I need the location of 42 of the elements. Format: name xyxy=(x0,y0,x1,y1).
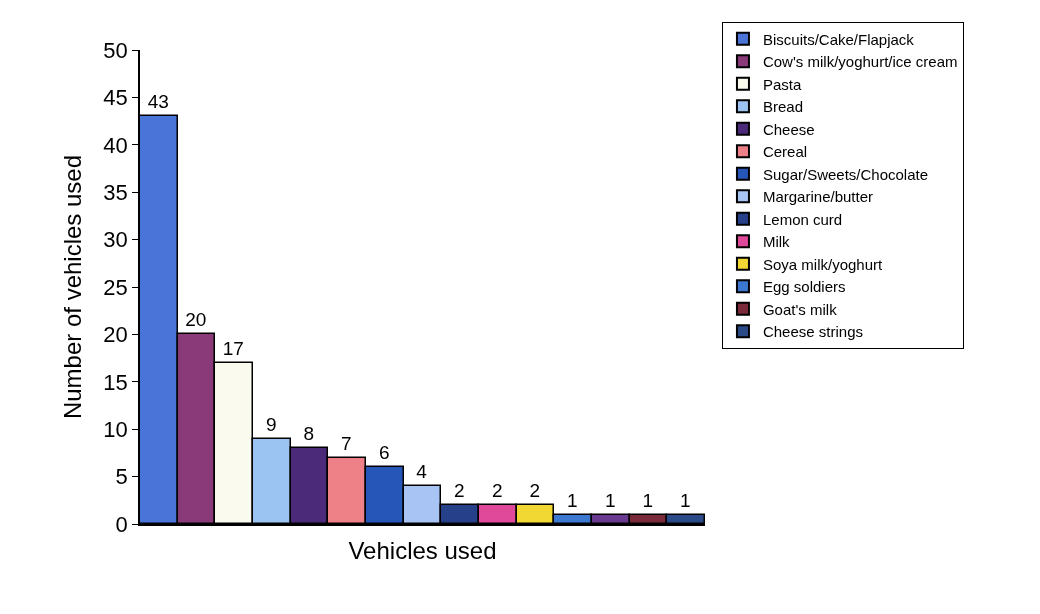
y-tick-label: 35 xyxy=(103,179,128,205)
y-tick-label: 0 xyxy=(115,511,128,537)
data-label: 1 xyxy=(679,490,691,512)
data-label: 1 xyxy=(566,490,578,512)
legend-label: Milk xyxy=(762,233,791,251)
data-label: 8 xyxy=(303,423,315,445)
data-label: 43 xyxy=(147,91,169,113)
y-tick-label: 25 xyxy=(103,274,128,300)
data-label: 1 xyxy=(642,490,654,512)
data-label: 4 xyxy=(416,461,428,483)
legend-label: Cheese xyxy=(762,120,815,138)
legend-label: Cereal xyxy=(762,143,808,161)
y-tick-label: 50 xyxy=(103,37,128,63)
legend-label: Margarine/butter xyxy=(762,188,874,206)
legend-label: Egg soldiers xyxy=(762,278,846,296)
y-tick-label: 20 xyxy=(103,322,128,348)
legend-label: Cheese strings xyxy=(762,323,864,341)
y-tick-label: 30 xyxy=(103,227,128,253)
y-tick-label: 10 xyxy=(103,416,128,442)
legend-label: Bread xyxy=(762,98,803,116)
data-label: 6 xyxy=(378,442,390,464)
y-tick-label: 45 xyxy=(103,85,128,111)
y-tick-label: 40 xyxy=(103,132,128,158)
data-label: 2 xyxy=(529,480,541,502)
data-label: 20 xyxy=(185,309,207,331)
data-label: 9 xyxy=(265,414,277,436)
legend-label: Biscuits/Cake/Flapjack xyxy=(762,30,915,48)
legend-label: Sugar/Sweets/Chocolate xyxy=(762,165,929,183)
legend-label: Goat's milk xyxy=(762,300,838,318)
data-label: 2 xyxy=(491,480,503,502)
data-label: 1 xyxy=(604,490,616,512)
x-axis-title: Vehicles used xyxy=(348,536,497,564)
data-label: 7 xyxy=(340,433,352,455)
y-axis-title: Number of vehicles used xyxy=(58,154,86,420)
y-tick-label: 15 xyxy=(103,369,128,395)
legend-label: Cow's milk/yoghurt/ice cream xyxy=(762,53,958,71)
legend-label: Lemon curd xyxy=(762,210,843,228)
data-label: 2 xyxy=(453,480,465,502)
y-tick-label: 5 xyxy=(115,464,128,490)
legend-label: Soya milk/yoghurt xyxy=(762,255,883,273)
data-label: 17 xyxy=(222,338,244,360)
legend-label: Pasta xyxy=(762,75,802,93)
